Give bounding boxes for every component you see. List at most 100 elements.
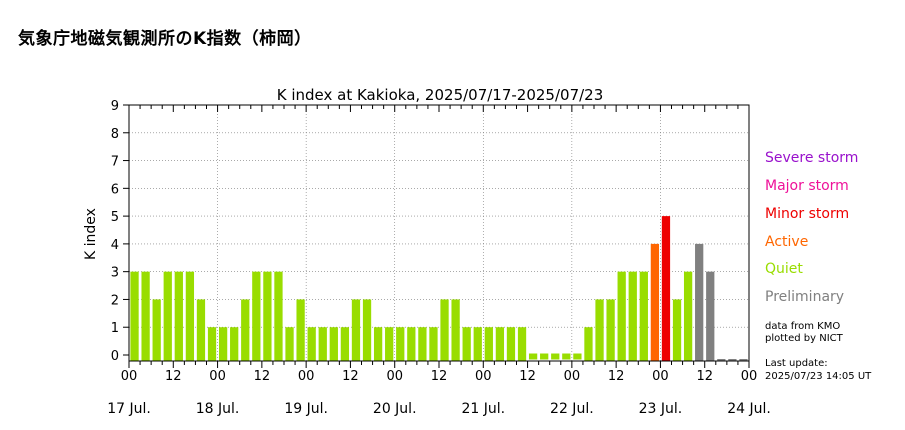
k-bar bbox=[396, 327, 405, 361]
y-tick-label: 3 bbox=[111, 266, 119, 281]
page-title: 気象庁地磁気観測所のK指数（柿岡） bbox=[18, 29, 312, 49]
k-bar bbox=[141, 271, 150, 361]
pending-marker bbox=[728, 359, 737, 361]
hour-tick-label: 12 bbox=[696, 369, 713, 384]
y-tick-label: 5 bbox=[111, 210, 119, 225]
k-bar bbox=[451, 299, 460, 361]
hour-tick-label: 12 bbox=[165, 369, 182, 384]
k-bar bbox=[285, 327, 294, 361]
bars bbox=[130, 216, 748, 361]
y-tick-label: 0 bbox=[111, 349, 119, 364]
hour-tick-label: 12 bbox=[254, 369, 271, 384]
hour-tick-label: 12 bbox=[342, 369, 359, 384]
k-bar bbox=[573, 353, 582, 360]
k-bar bbox=[407, 327, 416, 361]
hour-tick-label: 00 bbox=[298, 369, 315, 384]
y-tick-label: 9 bbox=[111, 99, 119, 114]
k-bar bbox=[385, 327, 394, 361]
hour-tick-label: 00 bbox=[564, 369, 581, 384]
hour-tick-label: 00 bbox=[475, 369, 492, 384]
k-bar bbox=[274, 271, 283, 361]
k-bar bbox=[551, 353, 560, 360]
hour-tick-label: 00 bbox=[121, 369, 138, 384]
k-bar bbox=[672, 299, 682, 361]
hour-tick-label: 00 bbox=[652, 369, 669, 384]
hour-tick-label: 00 bbox=[386, 369, 403, 384]
day-label: 23 Jul. bbox=[639, 401, 683, 417]
day-label: 22 Jul. bbox=[550, 401, 594, 417]
legend-major-storm: Major storm bbox=[765, 178, 849, 194]
legend-active: Active bbox=[765, 234, 809, 250]
legend-quiet: Quiet bbox=[765, 261, 803, 277]
k-bar bbox=[495, 327, 505, 361]
k-bar bbox=[706, 271, 715, 361]
k-bar bbox=[296, 299, 305, 361]
k-bar bbox=[650, 243, 660, 361]
y-axis: 0 1 2 3 4 5 6 7 8 9 bbox=[111, 99, 129, 364]
k-bar bbox=[606, 299, 615, 361]
k-bar bbox=[517, 327, 527, 361]
legend-severe-storm: Severe storm bbox=[765, 150, 859, 166]
source-note-data: data from KMO bbox=[765, 321, 841, 332]
k-bar bbox=[230, 327, 239, 361]
k-bar bbox=[639, 271, 648, 361]
k-bar bbox=[174, 271, 183, 361]
k-bar bbox=[362, 299, 372, 361]
k-bar bbox=[218, 327, 228, 361]
last-update-time: 2025/07/23 14:05 UT bbox=[765, 371, 872, 382]
day-label: 20 Jul. bbox=[373, 401, 417, 417]
k-bar bbox=[329, 327, 338, 361]
k-bar bbox=[628, 271, 637, 361]
y-tick-label: 6 bbox=[111, 182, 119, 197]
last-update-label: Last update: bbox=[765, 358, 828, 369]
k-bar bbox=[152, 299, 161, 361]
k-bar bbox=[683, 271, 693, 361]
k-bar bbox=[130, 271, 139, 361]
k-bar bbox=[506, 327, 516, 361]
day-label: 24 Jul. bbox=[727, 401, 771, 417]
k-bar bbox=[462, 327, 471, 361]
k-bar bbox=[695, 243, 704, 361]
k-bar bbox=[584, 327, 593, 361]
k-bar bbox=[340, 327, 350, 361]
k-bar bbox=[373, 327, 383, 361]
k-bar bbox=[661, 216, 671, 361]
day-label: 21 Jul. bbox=[461, 401, 505, 417]
k-bar bbox=[595, 299, 604, 361]
k-bar bbox=[540, 353, 549, 360]
y-tick-label: 7 bbox=[111, 155, 119, 170]
k-bar bbox=[528, 353, 538, 360]
hour-tick-label: 00 bbox=[741, 369, 758, 384]
chart-title: K index at Kakioka, 2025/07/17-2025/07/2… bbox=[277, 86, 604, 104]
k-bar bbox=[252, 271, 261, 361]
y-tick-label: 2 bbox=[111, 293, 119, 308]
k-bar bbox=[562, 353, 571, 360]
k-bar bbox=[429, 327, 438, 361]
k-bar bbox=[307, 327, 316, 361]
k-bar bbox=[241, 299, 250, 361]
day-label: 19 Jul. bbox=[284, 401, 328, 417]
k-bar bbox=[263, 271, 272, 361]
hour-tick-label: 12 bbox=[519, 369, 536, 384]
source-note-plotted: plotted by NICT bbox=[765, 333, 843, 344]
k-bar bbox=[318, 327, 327, 361]
k-bar bbox=[163, 271, 172, 361]
y-axis-label: K index bbox=[83, 208, 99, 260]
k-bar bbox=[351, 299, 361, 361]
pending-marker bbox=[717, 359, 726, 361]
hour-tick-label: 12 bbox=[431, 369, 448, 384]
y-tick-label: 4 bbox=[111, 238, 119, 253]
k-bar bbox=[207, 327, 217, 361]
k-bar bbox=[418, 327, 427, 361]
y-tick-label: 1 bbox=[111, 321, 119, 336]
k-bar bbox=[473, 327, 482, 361]
legend-preliminary: Preliminary bbox=[765, 289, 845, 305]
legend-minor-storm: Minor storm bbox=[765, 206, 850, 222]
pending-marker bbox=[739, 359, 748, 361]
k-bar bbox=[185, 271, 195, 361]
day-label: 17 Jul. bbox=[107, 401, 151, 417]
k-bar bbox=[617, 271, 626, 361]
day-label: 18 Jul. bbox=[196, 401, 240, 417]
